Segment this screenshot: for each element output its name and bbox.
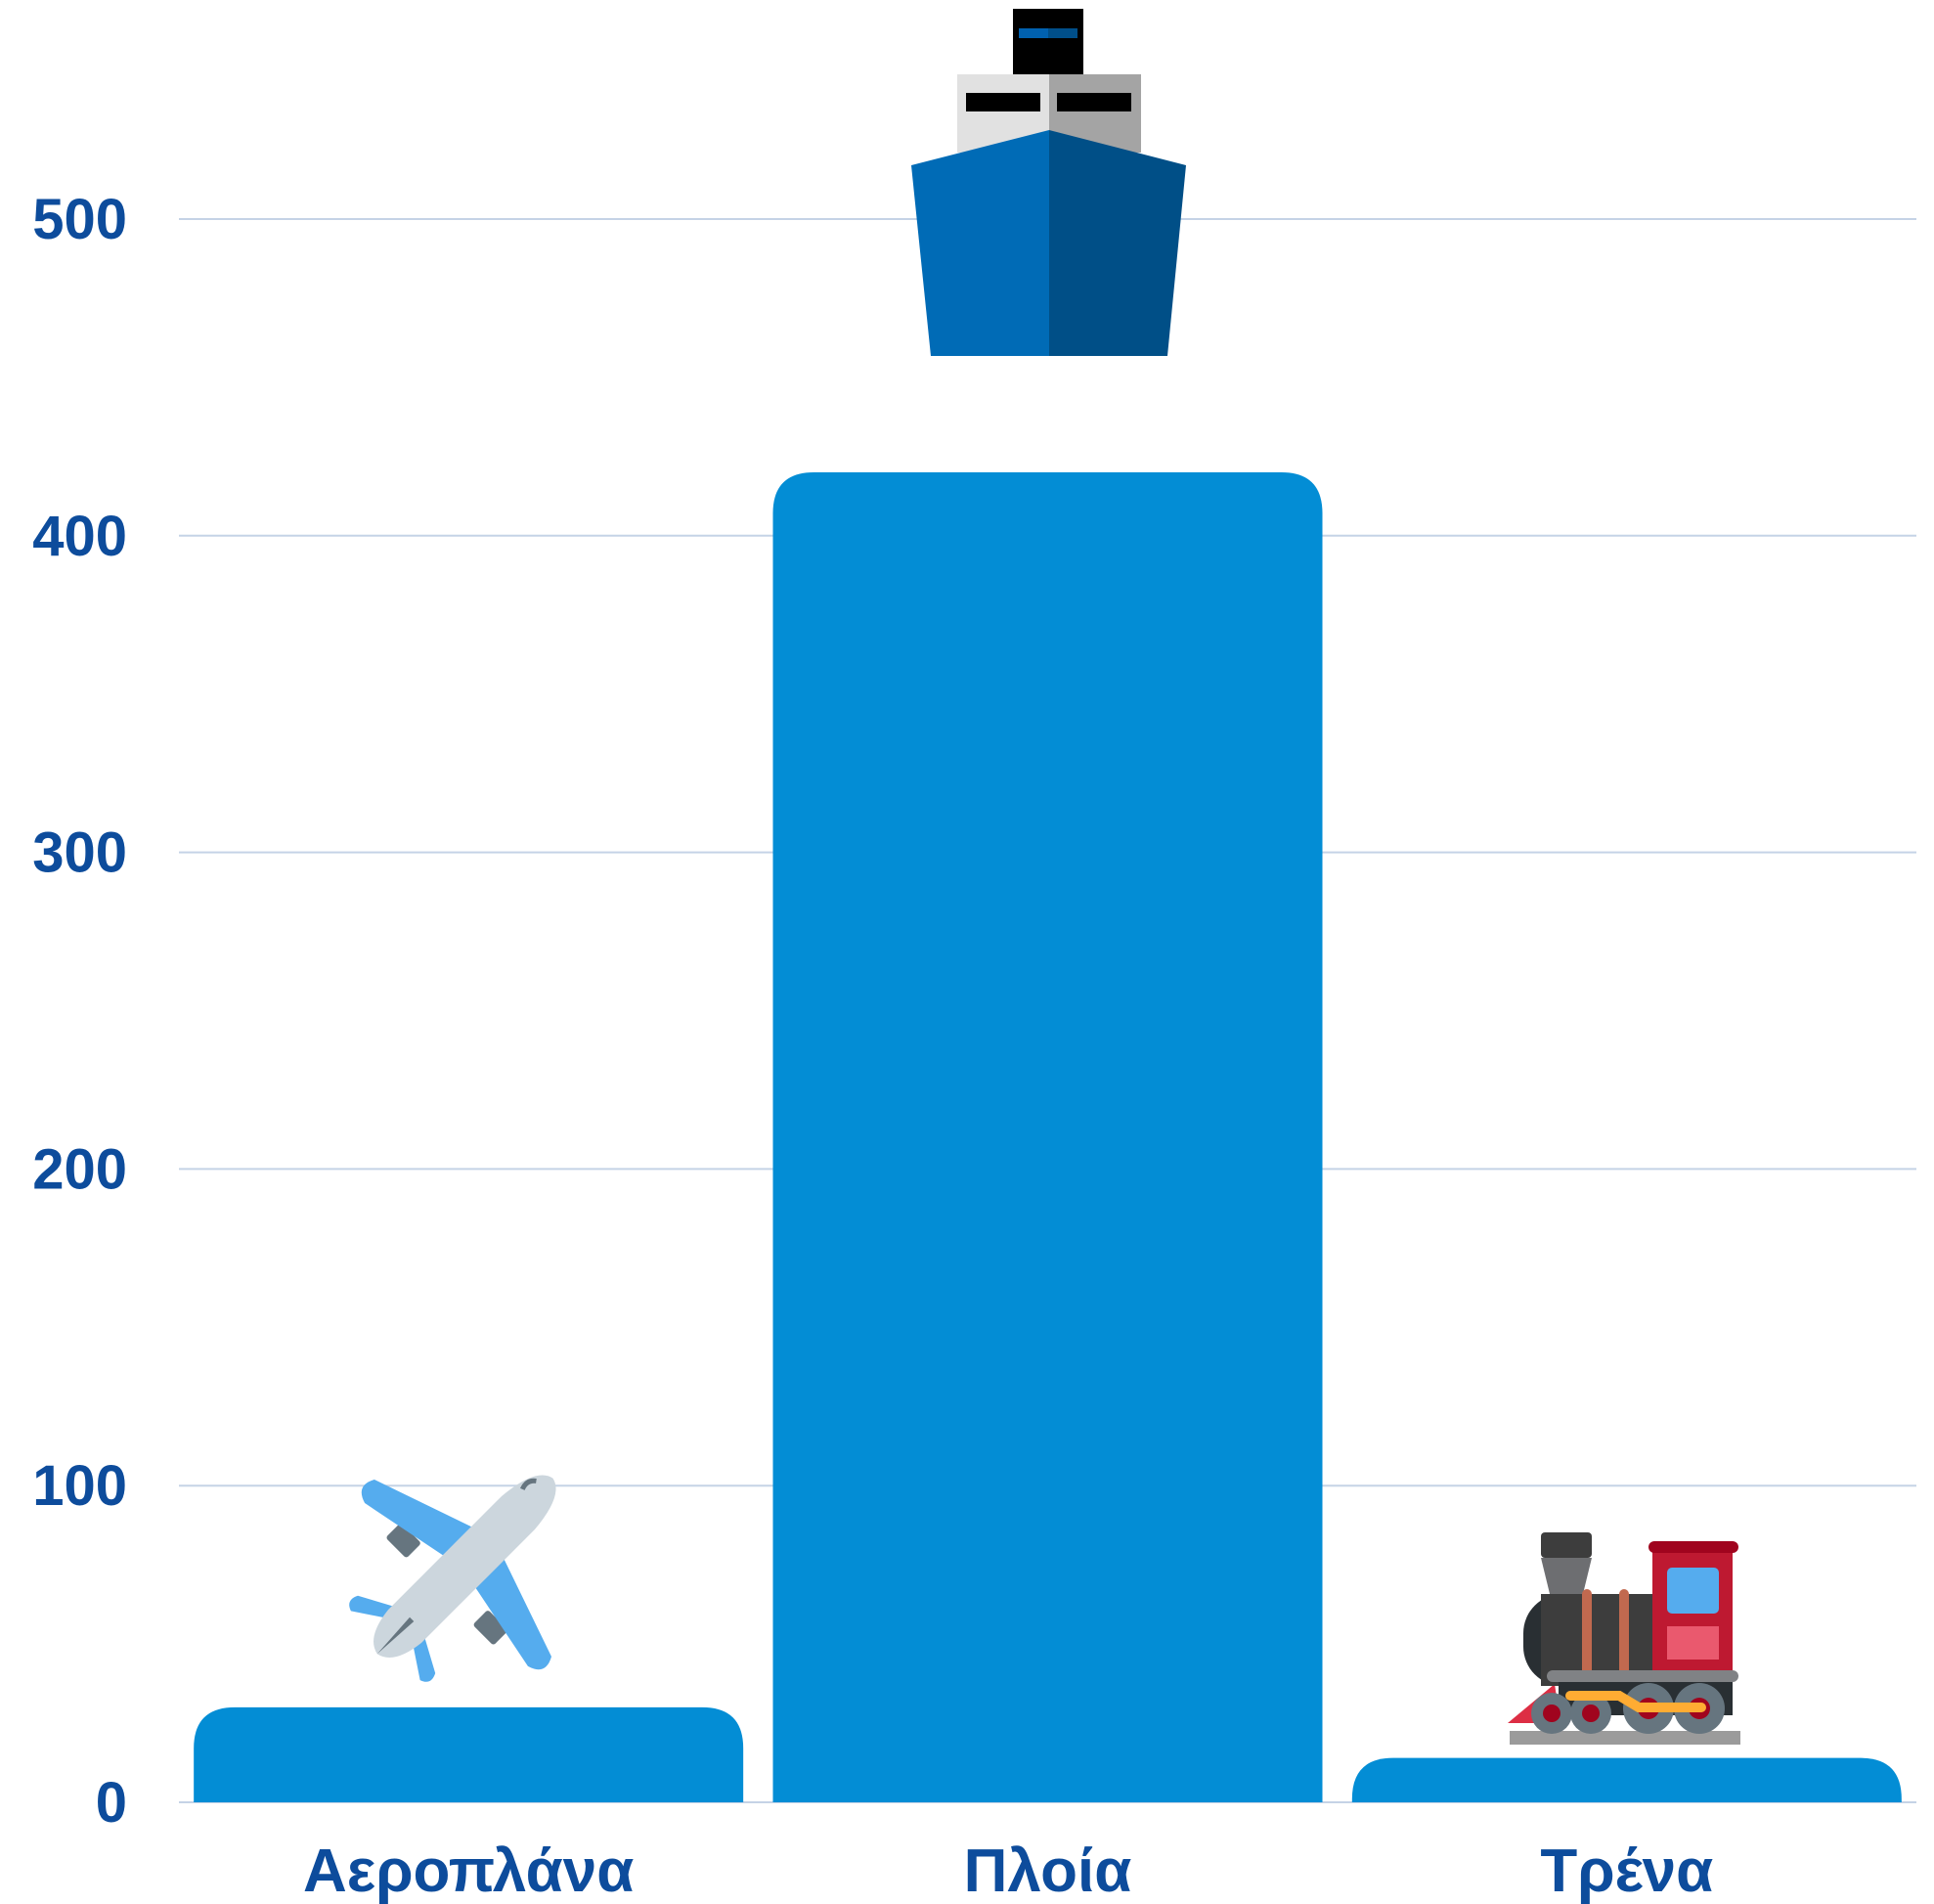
y-tick-label: 200 <box>32 1137 127 1201</box>
y-axis-ticks: 0 100 200 300 400 500 <box>32 188 127 1835</box>
y-tick-label: 0 <box>96 1771 127 1835</box>
bar-2 <box>772 472 1323 1802</box>
ship-icon <box>911 9 1186 356</box>
x-axis-labels: Αεροπλάνα Πλοία Τρένα <box>303 1838 1713 1904</box>
x-category-label: Τρένα <box>1540 1838 1713 1904</box>
locomotive-icon <box>1508 1532 1740 1745</box>
bar-3 <box>1351 1757 1902 1802</box>
airplane-icon <box>349 1475 556 1682</box>
y-tick-label: 500 <box>32 188 127 251</box>
y-tick-label: 400 <box>32 505 127 568</box>
y-tick-label: 100 <box>32 1454 127 1518</box>
bar-1 <box>194 1706 744 1802</box>
x-category-label: Πλοία <box>964 1838 1132 1904</box>
x-category-label: Αεροπλάνα <box>303 1838 634 1904</box>
bars <box>194 472 1902 1802</box>
y-tick-label: 300 <box>32 821 127 885</box>
